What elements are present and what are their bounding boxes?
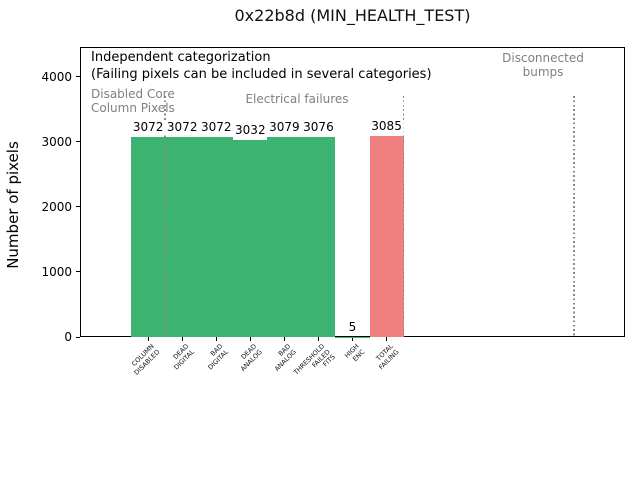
annotation-disconnected-bumps: Disconnected bumps: [502, 51, 584, 79]
x-tick-mark: [215, 337, 217, 341]
y-tick-mark: [76, 141, 80, 143]
x-tick-label: BAD DIGITAL: [205, 342, 230, 372]
bar-value-label: 3085: [369, 119, 404, 134]
bar-value-label: 3072: [164, 120, 200, 135]
x-tick-label: DEAD DIGITAL: [171, 342, 196, 372]
bar-total-failing: [369, 136, 404, 337]
bar-value-label: 3072: [198, 120, 234, 135]
bar-value-label: 3079: [267, 119, 302, 134]
y-tick-mark: [76, 76, 80, 78]
x-tick-mark: [386, 337, 388, 341]
annotation-electrical-failures: Electrical failures: [245, 92, 349, 106]
y-tick-label: 2000: [41, 199, 72, 214]
x-tick-label: HIGH ENC: [342, 342, 366, 363]
x-tick-mark: [147, 337, 149, 341]
bar-dead-digital: [165, 137, 200, 337]
y-tick-label: 1000: [41, 264, 72, 279]
y-tick-mark: [76, 336, 80, 338]
y-tick-mark: [76, 206, 80, 208]
x-tick-mark: [317, 337, 319, 341]
chart-title: 0x22b8d (MIN_HEALTH_TEST): [234, 6, 471, 25]
x-tick-mark: [249, 337, 251, 341]
x-tick-mark: [352, 337, 353, 341]
region-separator-line: [402, 96, 405, 337]
bar-threshold-failed-fits: [301, 137, 336, 337]
y-tick-mark: [76, 271, 80, 273]
x-tick-mark: [181, 337, 183, 341]
region-separator-line: [164, 96, 166, 337]
bar-dead-analog: [233, 139, 268, 337]
x-tick-label: DEAD ANALOG: [238, 342, 264, 373]
plot-area: [80, 47, 625, 337]
y-tick-label: 3000: [41, 134, 72, 149]
y-tick-label: 4000: [41, 69, 72, 84]
annotation-independent-line1: Independent categorization: [91, 50, 271, 65]
bar-column-disabled: [131, 137, 166, 337]
annotation-independent-line2: (Failing pixels can be included in sever…: [91, 67, 432, 82]
bar-bad-analog: [267, 136, 302, 337]
bar-bad-digital: [199, 137, 234, 337]
bar-value-label: 3072: [130, 120, 166, 135]
bar-value-label: 3032: [233, 122, 268, 137]
x-tick-label: COLUMN DISABLED: [130, 342, 162, 377]
x-tick-label: TOTAL FAILING: [374, 342, 400, 371]
region-separator-line: [573, 96, 575, 337]
x-tick-label: THRESHOLD FAILED FITS: [292, 342, 337, 377]
y-tick-label: 0: [64, 330, 72, 344]
annotation-disabled-core-column-pixels: Disabled Core Column Pixels: [91, 87, 175, 115]
x-tick-mark: [283, 337, 285, 341]
bar-value-label: 3076: [301, 119, 336, 134]
bar-value-label: 5: [346, 319, 359, 334]
